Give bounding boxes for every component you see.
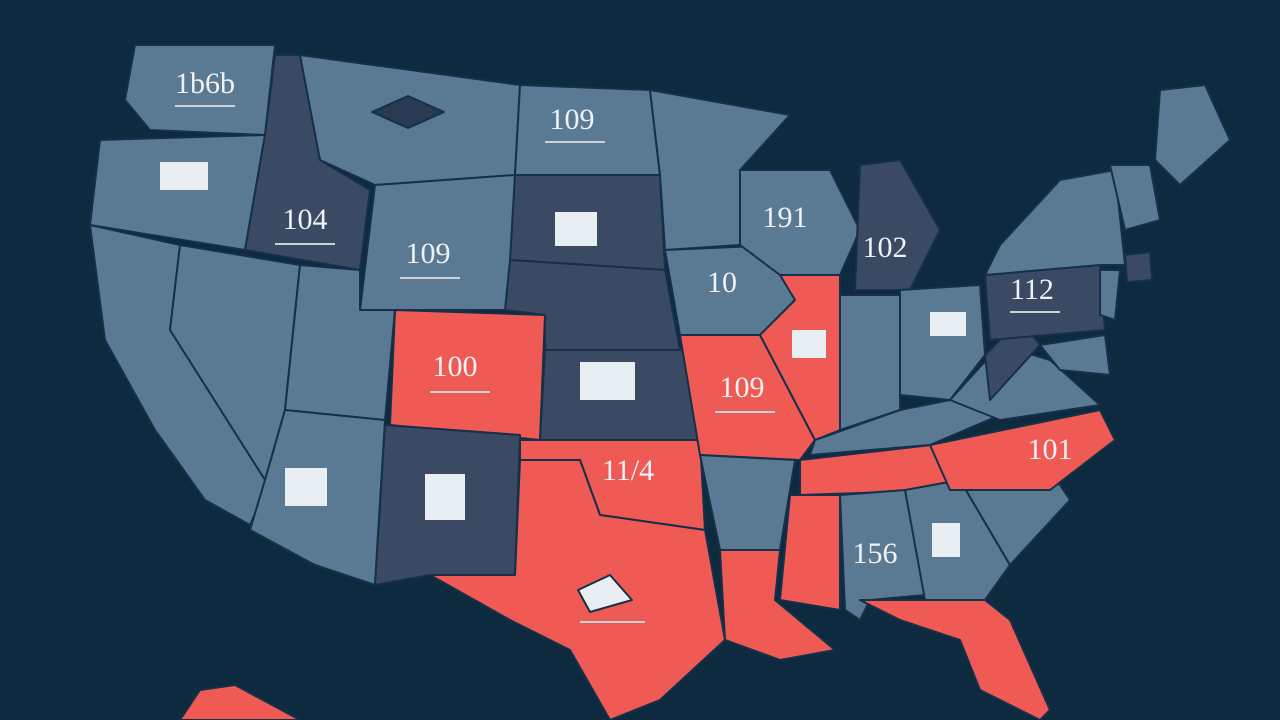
state (1154, 84, 1231, 186)
state-label: 104 (283, 203, 328, 236)
state-label: 156 (853, 537, 898, 570)
state (854, 159, 941, 291)
state-label: 191 (763, 201, 808, 234)
state (929, 409, 1116, 491)
state (1039, 334, 1111, 376)
labels: 1b6b 109 104 109 102 109 100 11/4 10 112… (175, 67, 1073, 570)
icon (371, 95, 445, 129)
state-label: 100 (433, 350, 478, 383)
state-label: 11/4 (602, 454, 654, 487)
state (1109, 164, 1161, 231)
state-label: 101 (1028, 433, 1073, 466)
icon (577, 574, 633, 613)
state-label: 10 (707, 266, 737, 299)
state-label: 109 (406, 237, 451, 270)
state-label: 109 (720, 371, 765, 404)
state-label: 112 (1010, 273, 1054, 306)
state (679, 334, 816, 461)
icon (160, 162, 208, 190)
underlines (175, 105, 1060, 623)
icon (932, 523, 960, 557)
icon (930, 312, 966, 336)
state (1124, 251, 1153, 283)
state (779, 494, 841, 611)
icon (285, 468, 327, 506)
state (839, 294, 901, 431)
state-label: 1b6b (175, 67, 235, 100)
icon (580, 362, 635, 400)
icon (555, 212, 597, 246)
state-label: 102 (863, 231, 908, 264)
state-label: 109 (550, 103, 595, 136)
icons (160, 95, 966, 613)
state (179, 684, 301, 720)
state (859, 599, 1051, 720)
icon (792, 330, 826, 358)
state (719, 549, 836, 661)
state (1099, 269, 1121, 321)
state (124, 44, 276, 136)
icon (425, 474, 465, 520)
